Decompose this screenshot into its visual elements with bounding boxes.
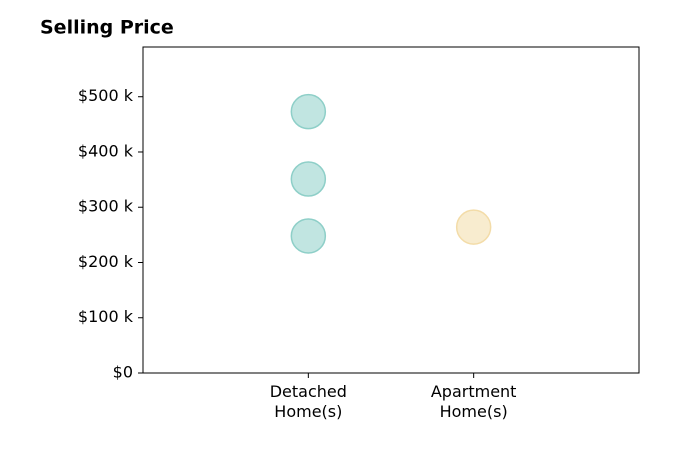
point: [455, 209, 492, 245]
y-tick-label: $100 k: [78, 307, 134, 326]
y-tick-label: $500 k: [78, 86, 134, 105]
point: [290, 93, 327, 130]
chart-title: Selling Price: [40, 17, 174, 39]
y-tick-label: $400 k: [78, 141, 134, 160]
point: [290, 161, 327, 197]
point: [290, 218, 327, 254]
y-tick-label: $0: [113, 363, 133, 382]
x-tick-label: Detached Home(s): [269, 382, 347, 421]
y-tick-label: $300 k: [78, 197, 134, 216]
plot-frame: [142, 46, 640, 374]
x-tick-label: Apartment Home(s): [430, 382, 517, 421]
y-tick-label: $200 k: [78, 252, 134, 271]
